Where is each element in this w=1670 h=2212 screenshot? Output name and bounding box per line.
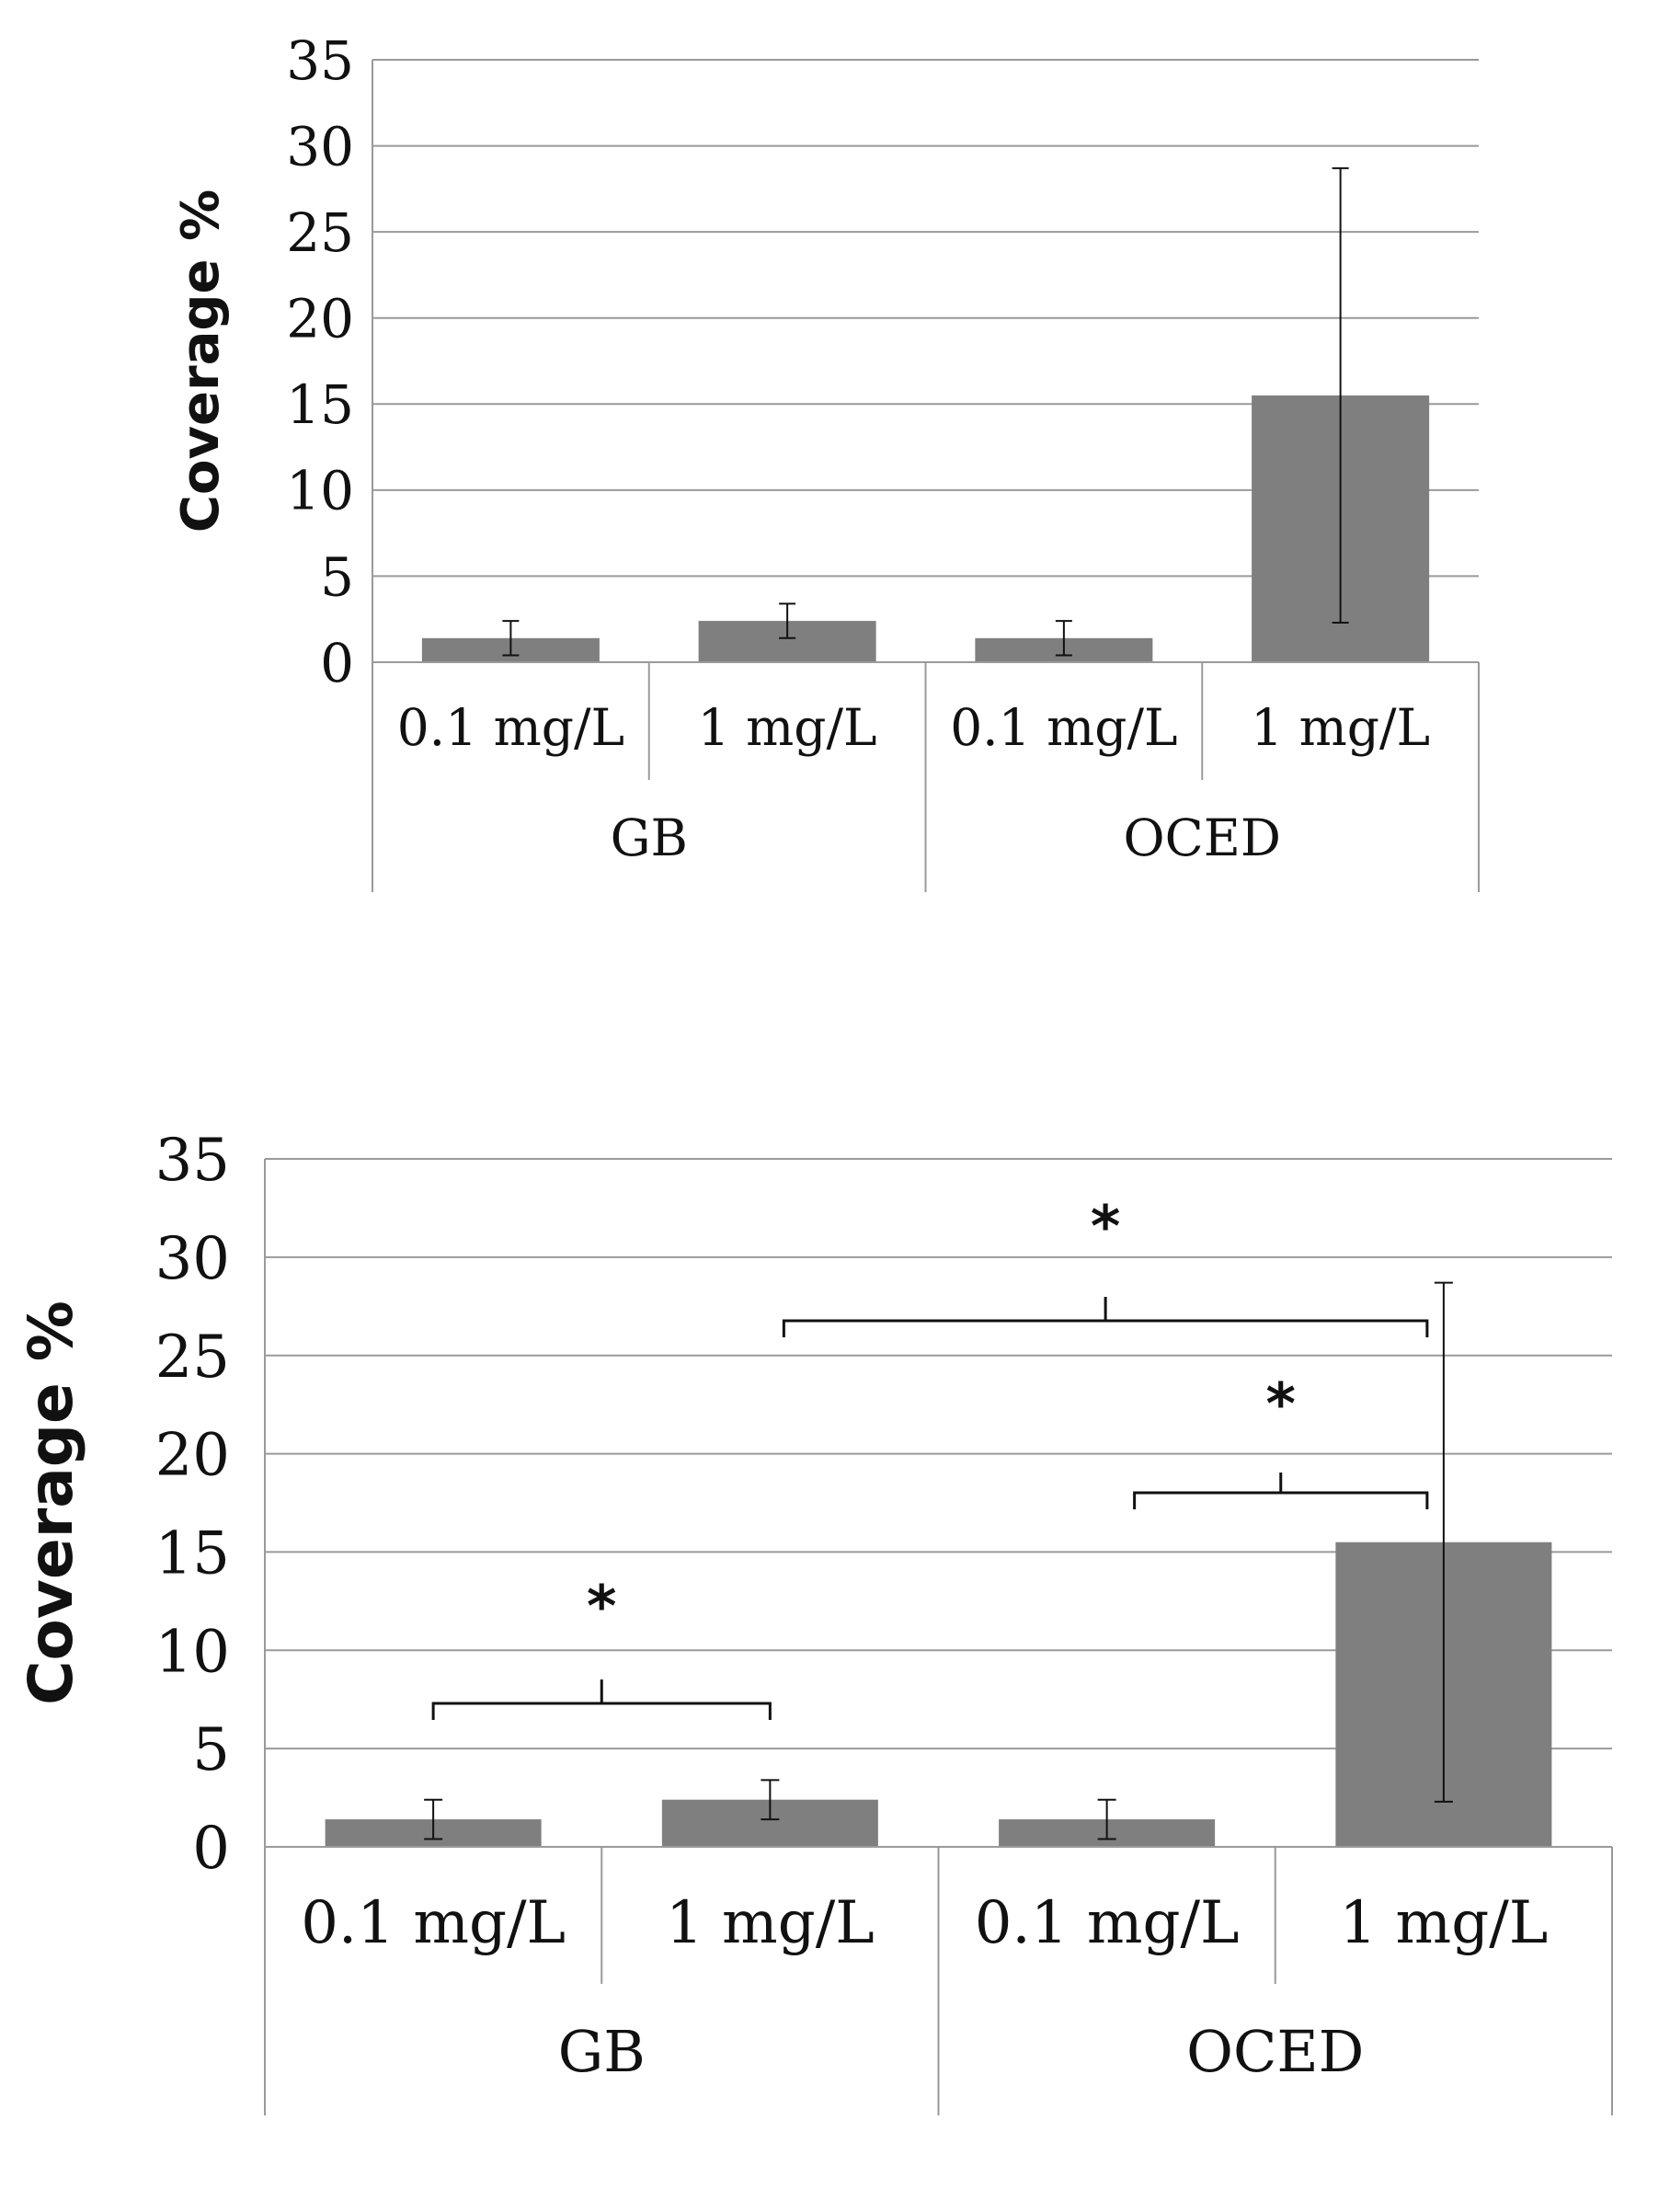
y-tick-label: 0 <box>320 632 354 694</box>
y-tick-label: 25 <box>286 201 354 264</box>
category-label: 1 mg/L <box>1251 698 1430 757</box>
y-tick-label: 10 <box>286 460 354 522</box>
y-tick-label: 15 <box>286 373 354 436</box>
significance-star: * <box>587 1573 616 1640</box>
y-tick-label: 20 <box>286 288 354 350</box>
y-tick-label: 35 <box>286 29 354 92</box>
significance-star: * <box>1266 1370 1296 1438</box>
group-label: GB <box>611 808 688 867</box>
significance-bracket <box>431 1679 772 1720</box>
group-label: OCED <box>1124 808 1281 867</box>
group-label: OCED <box>1186 2018 1364 2085</box>
y-tick-label: 30 <box>155 1225 230 1293</box>
group-label: GB <box>558 2018 646 2085</box>
chart-top: 0 5 10 15 20 25 30 35 Coverage % 0.1 mg/L 1 mg/L 0.… <box>171 29 1480 892</box>
category-label: 0.1 mg/L <box>397 698 624 757</box>
category-label: 0.1 mg/L <box>950 698 1177 757</box>
category-label: 0.1 mg/L <box>975 1889 1240 1957</box>
y-tick-label: 10 <box>155 1618 230 1686</box>
y-axis-label: Coverage % <box>171 189 231 533</box>
y-tick-label: 25 <box>155 1324 230 1392</box>
y-tick-label: 0 <box>192 1815 230 1883</box>
y-tick-label: 20 <box>155 1422 230 1490</box>
category-label: 0.1 mg/L <box>301 1889 566 1957</box>
significance-bracket <box>782 1297 1429 1337</box>
y-tick-label: 35 <box>155 1127 230 1195</box>
y-tick-label: 5 <box>192 1716 230 1784</box>
significance-bracket <box>1133 1473 1429 1509</box>
category-label: 1 mg/L <box>698 698 877 757</box>
significance-star: * <box>1091 1193 1120 1260</box>
chart-bottom: 0 5 10 15 20 25 30 35 Coverage % 0.1 mg/L 1 mg/L 0.… <box>16 1127 1613 2115</box>
y-axis-label: Coverage % <box>16 1301 86 1705</box>
y-tick-label: 15 <box>155 1519 230 1587</box>
category-label: 1 mg/L <box>1339 1889 1548 1957</box>
y-tick-label: 30 <box>286 115 354 178</box>
category-label: 1 mg/L <box>666 1889 875 1957</box>
y-tick-label: 5 <box>320 545 354 608</box>
